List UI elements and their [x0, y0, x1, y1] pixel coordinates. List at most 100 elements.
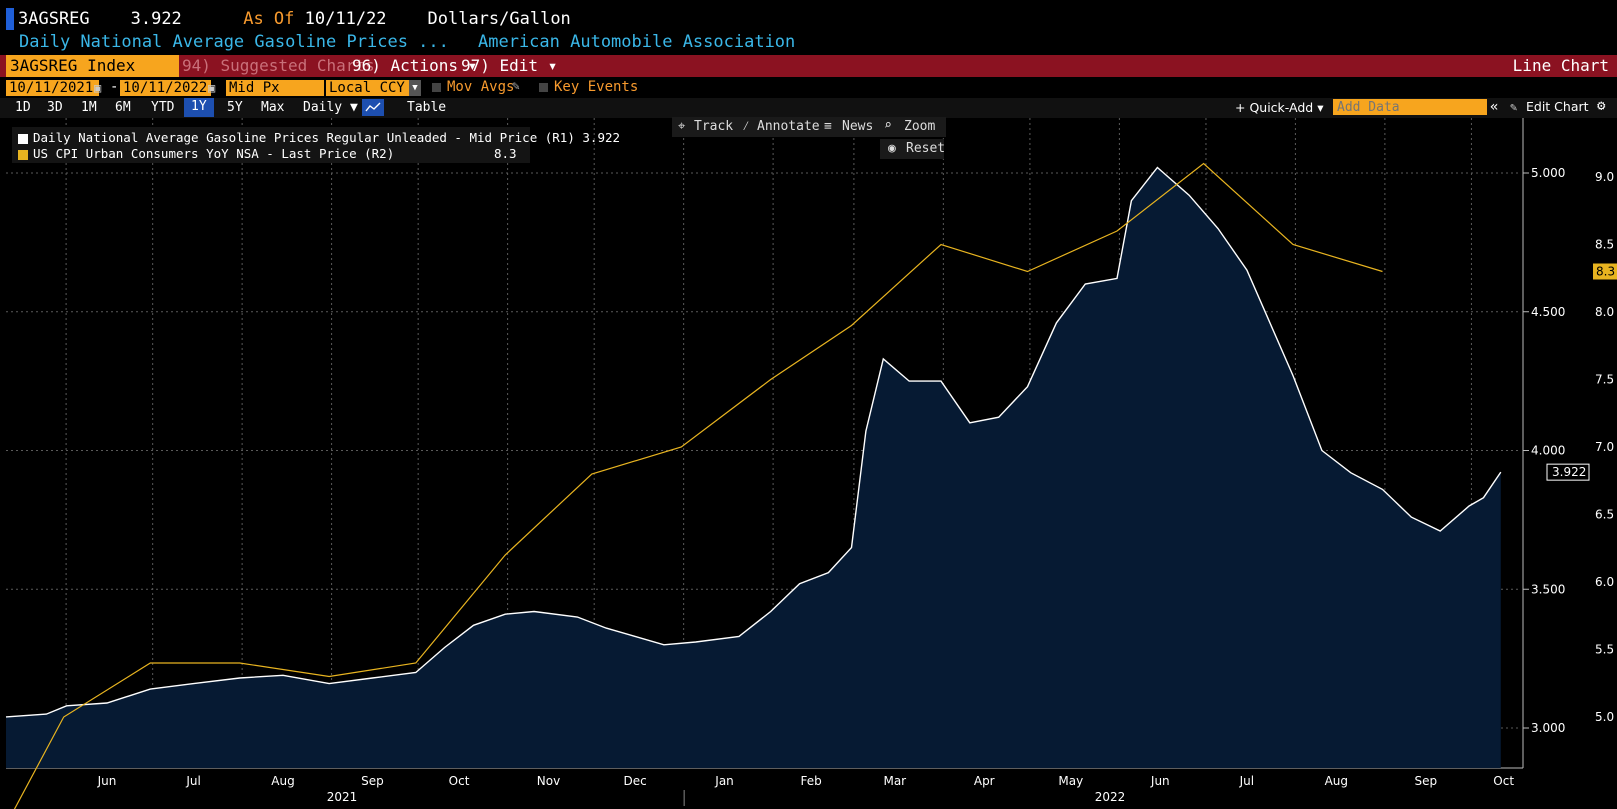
legend-entry[interactable]: Daily National Average Gasoline Prices R…: [18, 130, 620, 145]
source[interactable]: American Automobile Association: [478, 32, 796, 52]
x-month-label: Jul: [1239, 774, 1254, 788]
r2-tick-label: 7.0: [1595, 440, 1614, 454]
track-button[interactable]: Track: [694, 119, 734, 134]
r1-tick-label: 4.000: [1531, 444, 1565, 458]
crosshair-icon[interactable]: ⌖: [678, 119, 686, 134]
zoom-icon[interactable]: ⌕: [884, 118, 892, 133]
r1-tick-label: 4.500: [1531, 305, 1565, 319]
gasoline-price-area: [6, 167, 1501, 768]
zoom-button[interactable]: Zoom: [904, 119, 936, 134]
x-month-label: Jan: [714, 774, 734, 788]
calendar-icon[interactable]: ▣: [94, 81, 102, 95]
x-month-label: Oct: [449, 774, 470, 788]
r1-tick-label: 3.500: [1531, 582, 1565, 596]
x-month-label: Aug: [1325, 774, 1348, 788]
annotate-button[interactable]: Annotate: [757, 119, 820, 134]
currency-select[interactable]: Local CCY: [326, 80, 414, 96]
legend-label: Daily National Average Gasoline Prices R…: [33, 130, 575, 145]
collapse-icon[interactable]: «: [1490, 99, 1499, 115]
r2-tick-label: 6.0: [1595, 575, 1614, 589]
r2-tick-label: 8.0: [1595, 305, 1614, 319]
quick-add-button[interactable]: + Quick-Add ▾: [1235, 100, 1324, 115]
as-of-date: 10/11/22: [304, 9, 387, 29]
r2-tick-label: 8.5: [1595, 238, 1614, 252]
table-button[interactable]: Table: [407, 100, 447, 115]
r1-tick-label: 5.000: [1531, 166, 1565, 180]
start-date-field[interactable]: 10/11/2021: [6, 80, 99, 96]
legend-value: 8.3: [494, 146, 517, 161]
actions-menu[interactable]: 96) Actions ▾: [352, 56, 478, 75]
key-events-checkbox[interactable]: [539, 83, 548, 92]
line-chart-icon[interactable]: [362, 99, 384, 116]
gasoline-price-line[interactable]: [5, 166, 1502, 718]
legend: Daily National Average Gasoline Prices R…: [12, 127, 620, 163]
suggested-charts-menu[interactable]: 94) Suggested Charts: [182, 56, 375, 75]
reset-button[interactable]: ◉ Reset: [880, 139, 945, 159]
news-button[interactable]: News: [842, 119, 874, 134]
pencil-icon[interactable]: ✎: [512, 79, 520, 94]
x-month-label: Oct: [1493, 774, 1514, 788]
range-1d[interactable]: 1D: [15, 100, 31, 115]
last-price: 3.922: [130, 9, 182, 29]
header-line-1: 3AGSREG 3.922 As Of 10/11/22 Dollars/Gal…: [6, 8, 571, 30]
r1-tick-label: 3.000: [1531, 721, 1565, 735]
x-month-label: Jun: [97, 774, 117, 788]
r2-last-label: 8.3: [1596, 265, 1615, 279]
chart-toolbar: ⌖ Track ⁄ Annotate ≡ News ⌕ Zoom: [672, 117, 946, 137]
ticker[interactable]: 3AGSREG: [18, 9, 90, 29]
legend-entry[interactable]: US CPI Urban Consumers YoY NSA - Last Pr…: [18, 146, 518, 161]
r2-tick-label: 5.0: [1595, 710, 1614, 724]
r1-last-tag: [1546, 463, 1590, 481]
chart-type-label: Line Chart: [1512, 56, 1609, 75]
menu-bar: 3AGSREG Index 94) Suggested Charts 96) A…: [0, 55, 1617, 77]
add-data-input[interactable]: [1333, 99, 1487, 115]
security-field[interactable]: 3AGSREG Index: [6, 55, 179, 77]
end-date-field[interactable]: 10/11/2022: [120, 80, 211, 96]
r2-last-tag: [1593, 263, 1617, 280]
description[interactable]: Daily National Average Gasoline Prices .…: [19, 32, 449, 52]
x-month-label: Dec: [623, 774, 646, 788]
calendar-icon[interactable]: ▣: [208, 81, 216, 95]
frequency-select[interactable]: Daily ▼: [303, 100, 358, 115]
r2-tick-label: 6.5: [1595, 508, 1614, 522]
range-6m[interactable]: 6M: [115, 100, 131, 115]
x-year-label: 2021: [327, 790, 358, 804]
r2-tick-label: 5.5: [1595, 643, 1614, 657]
range-max[interactable]: Max: [261, 100, 285, 115]
chart-area[interactable]: 5.000 4.500 4.000 3.500 3.000 9.0 8.5 8.0 7.5 7.0…: [0, 118, 1617, 809]
r1-last-label: 3.922: [1552, 465, 1586, 479]
range-ytd[interactable]: YTD: [151, 100, 175, 115]
x-month-label: Jun: [1150, 774, 1170, 788]
field-select[interactable]: Mid Px: [226, 80, 324, 96]
range-1y[interactable]: 1Y: [184, 98, 214, 117]
units: Dollars/Gallon: [427, 9, 571, 29]
range-5y[interactable]: 5Y: [227, 100, 243, 115]
range-1m[interactable]: 1M: [81, 100, 97, 115]
gear-icon[interactable]: ⚙: [1597, 98, 1606, 114]
cpi-line[interactable]: [6, 162, 1383, 809]
legend-label: US CPI Urban Consumers YoY NSA - Last Pr…: [33, 146, 395, 161]
legend-value: 3.922: [582, 130, 621, 145]
r2-tick-label: 9.0: [1595, 170, 1614, 184]
x-month-label: Feb: [800, 774, 821, 788]
date-dash: -: [110, 79, 119, 95]
controls-row: 10/11/2021 ▣ - 10/11/2022 ▣ Mid Px Local…: [0, 78, 1617, 98]
edit-menu[interactable]: 97) Edit ▾: [461, 56, 558, 75]
mov-avgs-label: Mov Avgs: [447, 79, 515, 95]
key-events-label: Key Events: [554, 79, 639, 95]
annotate-icon[interactable]: ⁄: [742, 119, 750, 134]
x-month-label: Nov: [537, 774, 560, 788]
legend-swatch-white: [18, 133, 28, 144]
timebar: 1D 3D 1M 6M YTD 1Y 5Y Max Daily ▼ Table …: [0, 98, 1617, 118]
range-3d[interactable]: 3D: [47, 100, 63, 115]
mov-avgs-checkbox[interactable]: [432, 83, 441, 92]
r2-tick-label: 7.5: [1595, 373, 1614, 387]
x-month-label: Sep: [361, 774, 384, 788]
x-month-label: Sep: [1414, 774, 1437, 788]
chevron-down-icon[interactable]: ▼: [409, 80, 421, 96]
legend-swatch-yellow: [18, 149, 28, 160]
edit-chart-button[interactable]: Edit Chart: [1526, 99, 1589, 114]
news-icon[interactable]: ≡: [824, 119, 832, 134]
x-month-label: Mar: [883, 774, 906, 788]
pencil-icon[interactable]: ✎: [1510, 100, 1518, 114]
